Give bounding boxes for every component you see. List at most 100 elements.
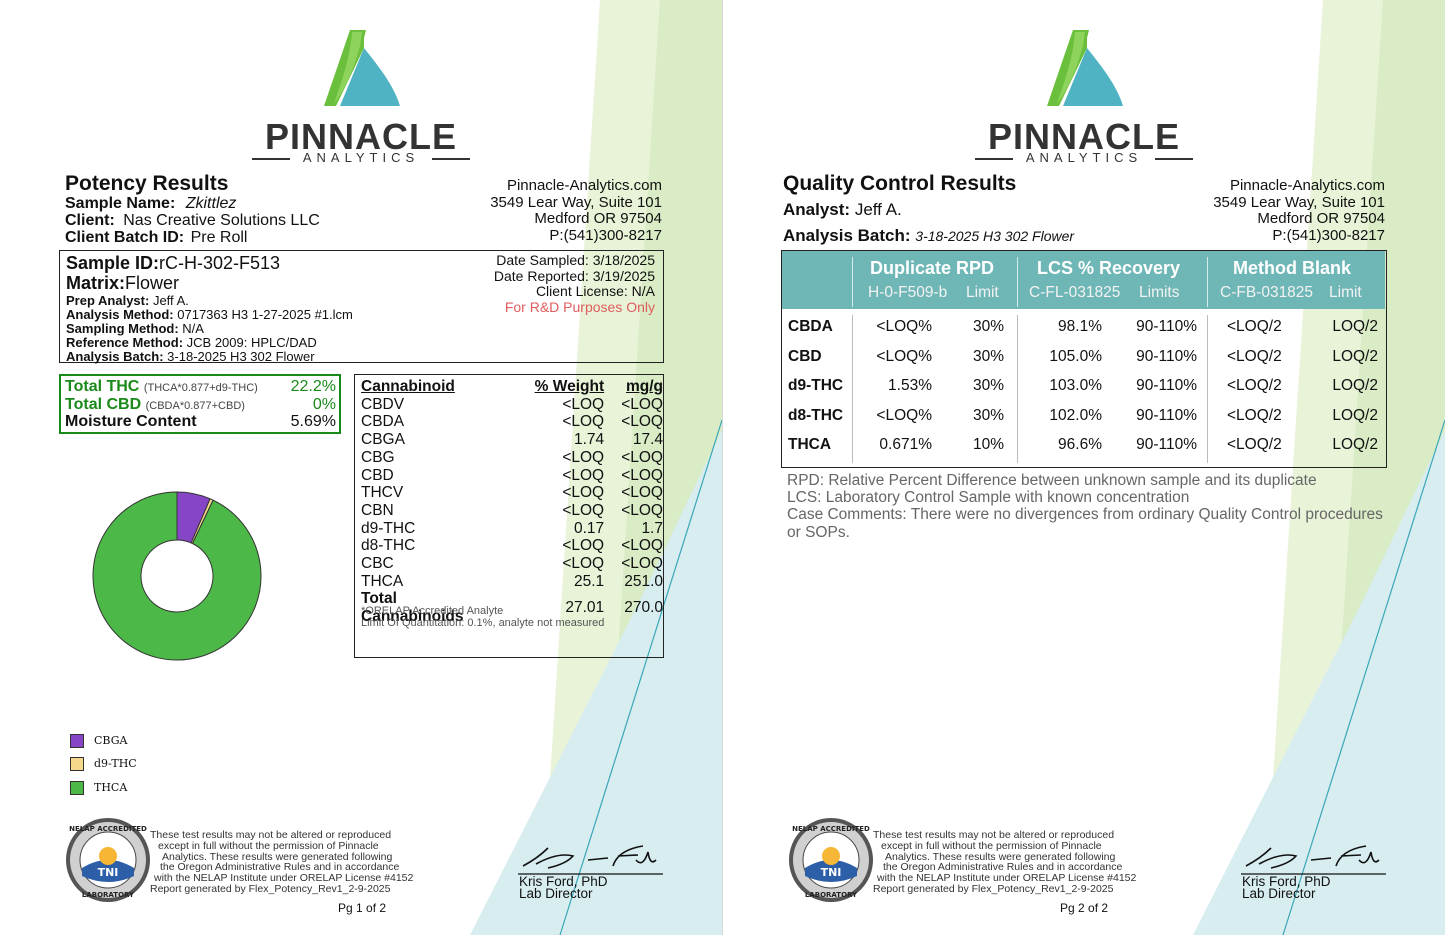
svg-text:NELAP ACCREDITED: NELAP ACCREDITED — [69, 825, 147, 833]
legend-item-thca: THCA — [70, 781, 127, 795]
date-sampled: Date Sampled: 3/18/2025 — [496, 252, 655, 268]
cannabinoid-name: d8-THC — [361, 537, 416, 555]
qc-cell: <LOQ% — [876, 406, 932, 424]
analyst-line: Analyst: Jeff A. — [783, 200, 902, 219]
sample-name: Zkittlez — [185, 195, 237, 212]
qc-cell: 30% — [972, 377, 1004, 394]
analysis-method: 0717363 H3 1-27-2025 #1.lcm — [177, 307, 353, 322]
qc-cell: 90-110% — [1136, 377, 1197, 394]
weight-cell: <LOQ — [562, 537, 605, 555]
nelap-seal-icon: TNI NELAP ACCREDITED LABORATORY — [66, 818, 150, 902]
table-row: THCA 25.1 251.0 — [361, 573, 663, 591]
weight-cell: <LOQ — [562, 555, 605, 573]
qc-cell: 0.671% — [879, 436, 932, 453]
brand-name: PINNACLE — [264, 116, 457, 157]
orelap-note: *ORELAP Accredited Analyte — [361, 605, 504, 617]
cannabinoid-name: THCA — [361, 572, 404, 590]
mg-cell: <LOQ — [621, 555, 663, 573]
client-batch-line: Client Batch ID: Pre Roll — [65, 229, 248, 246]
analysis-batch: 3-18-2025 H3 302 Flower — [915, 228, 1075, 244]
mg-cell: <LOQ — [621, 537, 663, 555]
signer-block: Kris Ford, PhD Lab Director — [519, 874, 608, 901]
table-row: CBDA <LOQ <LOQ — [361, 413, 663, 431]
mg-cell: <LOQ — [621, 395, 663, 413]
donut-slice-thca — [92, 491, 262, 661]
mg-cell: <LOQ — [621, 466, 663, 484]
table-row: CBN <LOQ <LOQ — [361, 502, 663, 520]
svg-text:NELAP ACCREDITED: NELAP ACCREDITED — [792, 825, 870, 833]
moisture-label: Moisture Content — [65, 413, 197, 430]
page-divider — [722, 0, 723, 935]
weight-cell: 25.1 — [573, 572, 605, 590]
group-title-lcs: LCS % Recovery — [1037, 258, 1181, 278]
signature — [1241, 845, 1386, 875]
qc-cell: <LOQ% — [876, 347, 932, 365]
cannabinoid-donut-chart — [92, 491, 262, 661]
moisture-value: 5.69% — [290, 413, 336, 430]
signature — [518, 845, 663, 875]
cannabinoid-name: d9-THC — [361, 519, 416, 537]
brand-name: PINNACLE — [987, 116, 1180, 157]
table-row: d8-THC <LOQ <LOQ — [361, 537, 663, 555]
sample-id: rC-H-302-F513 — [159, 253, 281, 273]
signer-name: Kris Ford, PhD — [519, 874, 608, 889]
weight-cell: 1.74 — [573, 431, 605, 449]
analyte-name: THCA — [788, 436, 832, 453]
qc-cell: <LOQ/2 — [1227, 406, 1282, 424]
total-weight: 27.01 — [565, 599, 605, 617]
qc-cell: LOQ/2 — [1332, 318, 1378, 335]
analysis-batch-line: Analysis Batch: 3-18-2025 H3 302 Flower — [783, 226, 1075, 245]
qc-cell: 30% — [972, 406, 1004, 424]
page-title: Quality Control Results — [783, 172, 1017, 195]
legend-item-cbga: CBGA — [70, 734, 127, 748]
qc-cell: 10% — [972, 436, 1004, 453]
qc-cell: LOQ/2 — [1332, 347, 1378, 365]
svg-text:LABORATORY: LABORATORY — [805, 891, 858, 899]
cannabinoid-name: CBGA — [361, 431, 405, 449]
weight-cell: 0.17 — [573, 519, 605, 537]
svg-text:LABORATORY: LABORATORY — [82, 891, 135, 899]
weight-cell: <LOQ — [562, 484, 605, 502]
pinnacle-logo: PINNACLE ANALYTICS — [973, 28, 1195, 168]
cannabinoid-name: CBDA — [361, 413, 405, 431]
qc-cell: 1.53% — [888, 377, 932, 394]
client-license: Client License: N/A — [535, 283, 655, 299]
brand-sub: ANALYTICS — [250, 150, 472, 165]
qc-cell: LOQ/2 — [1332, 377, 1378, 394]
lab-address: Pinnacle-Analytics.com 3549 Lear Way, Su… — [1213, 177, 1385, 244]
qc-cell: 102.0% — [1049, 406, 1102, 424]
group-title-rpd: Duplicate RPD — [870, 258, 995, 278]
sample-name-line: Sample Name: Zkittlez — [65, 195, 237, 212]
pinnacle-logo: PINNACLE ANALYTICS — [250, 28, 472, 168]
signer-title: Lab Director — [1242, 886, 1316, 901]
brand-sub: ANALYTICS — [973, 150, 1195, 165]
analyst: Jeff A. — [854, 200, 902, 219]
table-row: d9-THC 0.17 1.7 — [361, 520, 663, 538]
table-row: CBG <LOQ <LOQ — [361, 449, 663, 467]
weight-cell: <LOQ — [562, 501, 605, 519]
analyte-name: d8-THC — [788, 406, 844, 424]
mg-cell: 1.7 — [641, 519, 663, 537]
qc-cell: 90-110% — [1136, 406, 1197, 424]
table-row: d8-THC <LOQ% 30% 102.0% 90-110% <LOQ/2 LOQ/2 — [782, 407, 1385, 436]
qc-cell: <LOQ/2 — [1227, 377, 1282, 394]
weight-cell: <LOQ — [562, 413, 605, 431]
cannabinoid-name: CBG — [361, 448, 395, 466]
qc-cell: 90-110% — [1136, 347, 1197, 365]
mg-cell: <LOQ — [621, 448, 663, 466]
legend-item-d9thc: d9-THC — [70, 757, 137, 771]
weight-cell: <LOQ — [562, 448, 605, 466]
note-case: Case Comments: There were no divergences… — [787, 506, 1383, 541]
note-rpd: RPD: Relative Percent Difference between… — [787, 472, 1317, 489]
cannabinoid-name: CBD — [361, 466, 394, 484]
qc-cell: 90-110% — [1136, 436, 1197, 453]
table-row: CBDA <LOQ% 30% 98.1% 90-110% <LOQ/2 LOQ/2 — [782, 318, 1385, 347]
cannabinoid-table: Cannabinoid % Weight mg/g CBDV <LOQ <LOQ CB… — [361, 378, 663, 626]
mg-cell: <LOQ — [621, 413, 663, 431]
cannabinoid-table-box: Cannabinoid % Weight mg/g CBDV <LOQ <LOQ CB… — [354, 374, 664, 658]
mg-cell: 17.4 — [632, 431, 663, 449]
qc-cell: 103.0% — [1049, 377, 1102, 394]
qc-cell: 30% — [972, 318, 1004, 335]
rd-note: For R&D Purposes Only — [504, 298, 655, 315]
mg-cell: <LOQ — [621, 501, 663, 519]
